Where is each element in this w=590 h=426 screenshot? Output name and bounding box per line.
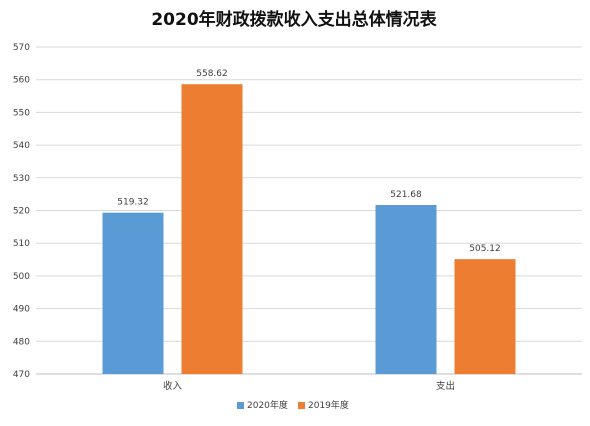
y-tick-label: 550: [13, 108, 30, 118]
y-tick-label: 480: [13, 337, 30, 347]
y-tick-label: 490: [13, 305, 30, 315]
data-label: 505.12: [469, 244, 501, 254]
legend-swatch: [237, 402, 244, 409]
legend-label: 2019年度: [308, 399, 349, 411]
data-label: 558.62: [196, 69, 228, 79]
data-labels: 519.32 558.62 521.68 505.12: [117, 69, 501, 254]
bar: [102, 212, 164, 374]
y-tick-label: 500: [13, 272, 30, 282]
x-axis-categories: 收入 支出: [163, 380, 455, 392]
legend: 2020年度 2019年度: [237, 399, 349, 411]
y-tick-label: 530: [13, 174, 30, 184]
category-label: 支出: [436, 380, 455, 392]
bars: [102, 84, 516, 375]
y-tick-label: 540: [13, 141, 30, 151]
bar: [181, 84, 243, 375]
y-tick-label: 510: [13, 239, 30, 249]
category-label: 收入: [163, 380, 183, 392]
y-tick-label: 520: [13, 207, 30, 217]
legend-swatch: [298, 402, 305, 409]
chart-title: 2020年财政拨款收入支出总体情况表: [151, 9, 437, 30]
y-tick-label: 570: [13, 43, 30, 53]
y-tick-label: 470: [13, 370, 30, 380]
legend-label: 2020年度: [247, 399, 288, 411]
data-label: 519.32: [117, 198, 149, 208]
bar: [375, 205, 437, 374]
y-axis-ticks: 470 480 490 500 510 520 530 540 550 560 570: [13, 43, 30, 380]
data-label: 521.68: [390, 190, 422, 200]
y-tick-label: 560: [13, 76, 30, 86]
bar: [454, 259, 516, 374]
